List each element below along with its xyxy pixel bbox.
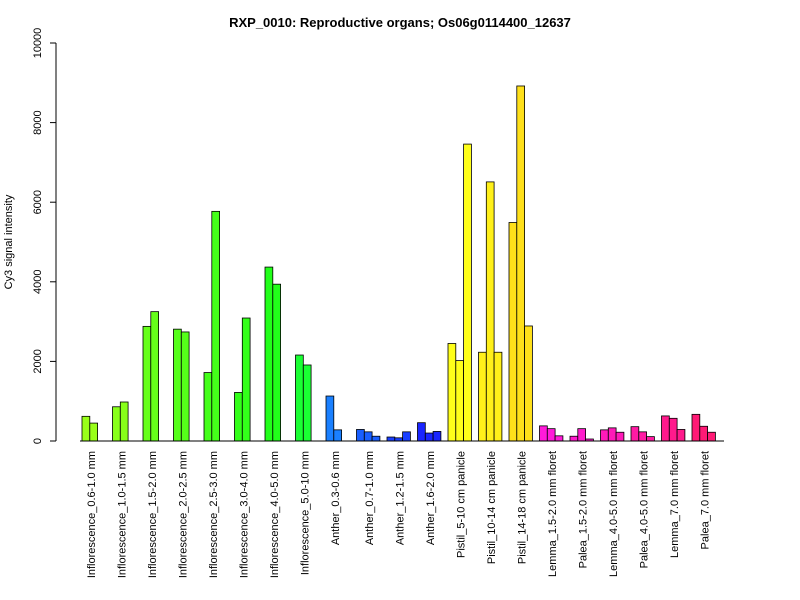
bar [417,422,426,442]
x-category-label: Inflorescence_4.0-5.0 mm [269,451,281,578]
y-tick-label: 4000 [32,270,44,294]
bar [81,415,91,442]
y-tick-label: 2000 [32,349,44,373]
bar [241,317,251,442]
x-category-label: Anther_1.2-1.5 mm [395,451,407,545]
x-category-label: Lemma_7.0 mm floret [669,451,681,558]
x-category-label: Lemma_4.0-5.0 mm floret [608,451,620,577]
x-category-label: Lemma_1.5-2.0 mm floret [547,451,559,577]
bar [402,431,411,442]
x-category-label: Pistil_5-10 cm panicle [456,451,468,558]
bar [569,435,579,442]
x-category-label: Inflorescence_2.0-2.5 mm [177,451,189,578]
bar [119,401,129,442]
bar [371,435,381,442]
x-category-label: Inflorescence_3.0-4.0 mm [238,451,250,578]
bar [447,343,457,442]
bar [607,427,617,442]
y-tick-label: 10000 [32,28,44,59]
bar [234,392,243,442]
bar [272,283,281,442]
x-category-label: Palea_1.5-2.0 mm floret [578,451,590,568]
x-category-label: Anther_0.7-1.0 mm [364,451,376,545]
bar [524,325,533,442]
y-axis-label: Cy3 signal intensity [3,194,15,289]
x-category-label: Pistil_14-18 cm panicle [517,451,529,564]
bar [363,431,373,442]
bar [478,351,487,442]
bar [676,429,686,442]
bar [600,429,609,442]
x-category-label: Inflorescence_0.6-1.0 mm [86,451,98,578]
y-tick-label: 6000 [32,190,44,214]
bar [661,415,670,442]
x-category-label: Palea_4.0-5.0 mm floret [639,451,651,568]
bar [180,331,190,442]
bar [112,406,121,442]
x-category-label: Anther_1.6-2.0 mm [425,451,437,545]
bar [150,311,160,442]
bar [577,428,586,442]
y-tick-label: 0 [32,438,44,444]
bar [264,266,274,442]
bar [295,354,304,442]
bar [432,431,442,442]
bar [211,210,221,442]
bar [646,436,655,442]
bar [707,431,716,442]
bar [691,413,701,442]
bar [424,432,434,442]
x-category-label: Inflorescence_5.0-10 mm [299,451,311,575]
bar [508,222,518,442]
bar [142,325,152,442]
category-labels: Inflorescence_0.6-1.0 mm Inflorescence_1.… [86,451,712,578]
bar [554,435,564,442]
bar [386,436,396,442]
y-axis: 0 2000 4000 6000 8000 10000 [32,28,57,444]
bar [325,395,335,442]
y-tick-label: 8000 [32,110,44,134]
bar [173,328,182,442]
bar [333,429,342,442]
x-category-label: Inflorescence_2.5-3.0 mm [208,451,220,578]
bar [463,143,472,442]
bar [546,428,556,442]
x-category-label: Palea_7.0 mm floret [700,451,712,549]
bar [89,422,99,442]
bar [485,181,495,442]
bar [668,417,678,442]
bar [630,426,640,442]
bar [356,429,365,442]
bars-group [81,85,716,442]
bar [615,431,625,442]
x-category-label: Pistil_10-14 cm panicle [486,451,498,564]
bar [455,360,464,442]
x-category-label: Anther_0.3-0.6 mm [330,451,342,545]
bar [539,425,548,442]
bar [493,351,503,442]
chart-title: RXP_0010: Reproductive organs; Os06g0114… [229,15,571,30]
bar [638,431,647,442]
bar [302,364,312,442]
bar [516,85,525,442]
bar [203,372,213,442]
x-category-label: Inflorescence_1.0-1.5 mm [116,451,128,578]
x-category-label: Inflorescence_1.5-2.0 mm [147,451,159,578]
bar [699,425,708,442]
